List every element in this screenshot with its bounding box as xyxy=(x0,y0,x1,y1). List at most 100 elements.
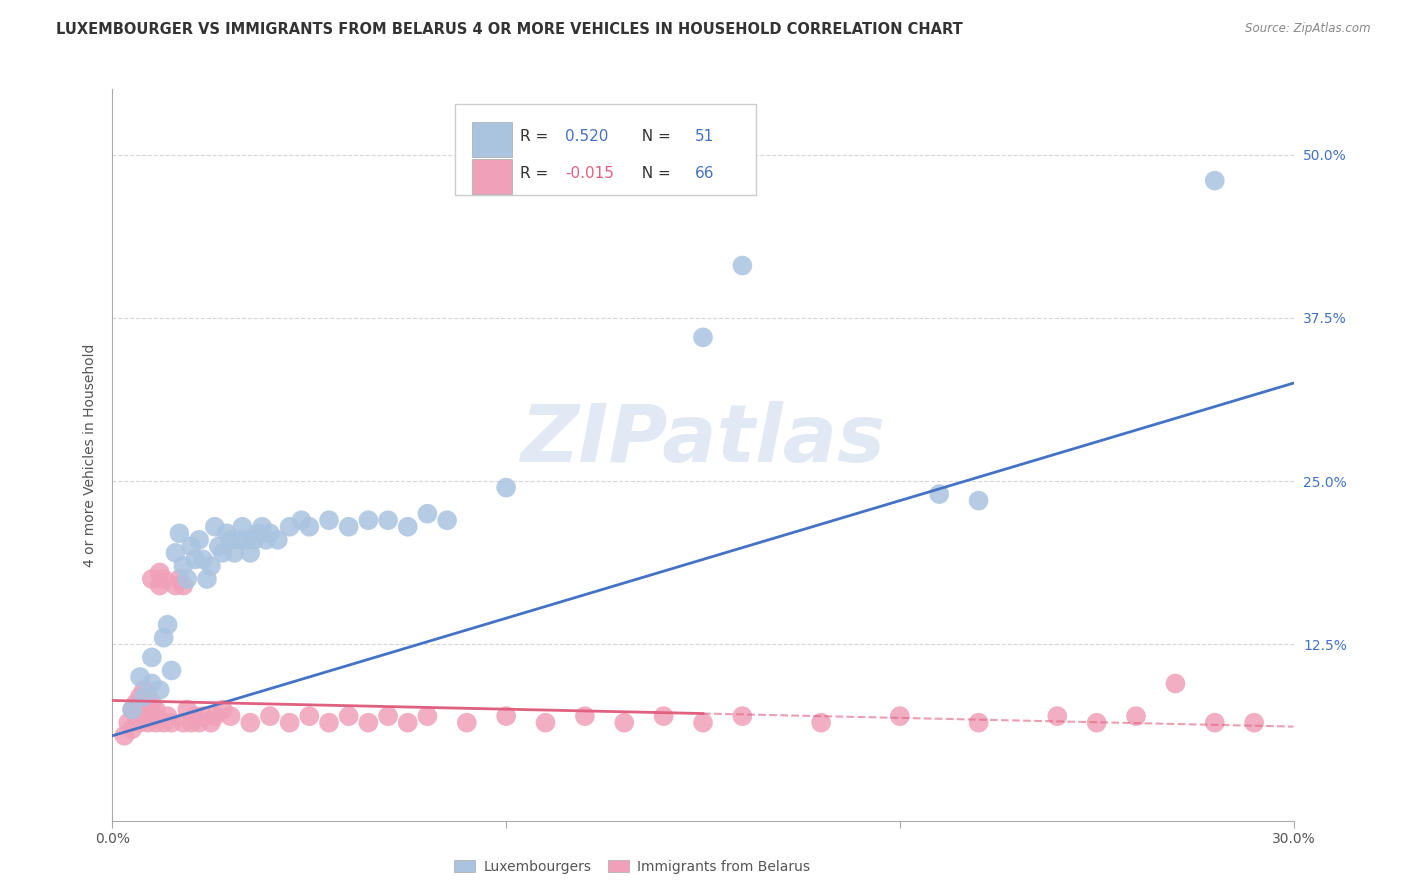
Point xyxy=(191,552,214,566)
Point xyxy=(337,520,360,534)
Point xyxy=(149,578,172,592)
Point xyxy=(121,703,143,717)
Point xyxy=(377,709,399,723)
Point xyxy=(188,715,211,730)
Point xyxy=(160,715,183,730)
Point xyxy=(534,715,557,730)
Point xyxy=(136,715,159,730)
Point xyxy=(495,481,517,495)
Point xyxy=(169,526,191,541)
Point xyxy=(298,520,321,534)
Point xyxy=(156,617,179,632)
Point xyxy=(967,715,990,730)
Point xyxy=(652,709,675,723)
Point xyxy=(136,703,159,717)
Point xyxy=(235,533,257,547)
Point xyxy=(121,723,143,737)
Point xyxy=(436,513,458,527)
Point xyxy=(731,259,754,273)
Point xyxy=(1125,709,1147,723)
Point xyxy=(211,703,233,717)
Text: 0.520: 0.520 xyxy=(565,128,609,144)
Y-axis label: 4 or more Vehicles in Household: 4 or more Vehicles in Household xyxy=(83,343,97,566)
Text: N =: N = xyxy=(633,128,676,144)
Point xyxy=(259,526,281,541)
Point xyxy=(200,715,222,730)
Point xyxy=(149,566,172,580)
Point xyxy=(731,709,754,723)
Point xyxy=(889,709,911,723)
Point xyxy=(278,520,301,534)
Point xyxy=(967,493,990,508)
Point xyxy=(211,546,233,560)
Point xyxy=(456,715,478,730)
Point xyxy=(810,715,832,730)
Point xyxy=(145,715,167,730)
Text: LUXEMBOURGER VS IMMIGRANTS FROM BELARUS 4 OR MORE VEHICLES IN HOUSEHOLD CORRELAT: LUXEMBOURGER VS IMMIGRANTS FROM BELARUS … xyxy=(56,22,963,37)
Point xyxy=(129,670,152,684)
Point xyxy=(169,572,191,586)
Point xyxy=(318,513,340,527)
Point xyxy=(141,709,163,723)
Point xyxy=(224,546,246,560)
Point xyxy=(176,703,198,717)
Point xyxy=(152,715,174,730)
Text: R =: R = xyxy=(520,166,553,180)
Point xyxy=(692,715,714,730)
Point xyxy=(132,683,155,698)
Point xyxy=(231,520,253,534)
Point xyxy=(152,572,174,586)
Point xyxy=(613,715,636,730)
Point xyxy=(1085,715,1108,730)
Point xyxy=(176,572,198,586)
Point xyxy=(152,631,174,645)
Point xyxy=(141,650,163,665)
Point xyxy=(125,709,148,723)
Point xyxy=(247,526,270,541)
Point xyxy=(208,539,231,553)
Text: ZIPatlas: ZIPatlas xyxy=(520,401,886,479)
Point xyxy=(172,558,194,573)
Point xyxy=(1243,715,1265,730)
Point xyxy=(141,572,163,586)
Point xyxy=(357,513,380,527)
Point xyxy=(129,690,152,704)
Point xyxy=(215,526,238,541)
Text: N =: N = xyxy=(633,166,676,180)
Point xyxy=(357,715,380,730)
Point xyxy=(200,558,222,573)
Point xyxy=(188,533,211,547)
Point xyxy=(112,729,135,743)
Point xyxy=(416,709,439,723)
FancyBboxPatch shape xyxy=(471,122,512,157)
Legend: Luxembourgers, Immigrants from Belarus: Luxembourgers, Immigrants from Belarus xyxy=(449,855,815,880)
Point xyxy=(692,330,714,344)
Point xyxy=(180,539,202,553)
Point xyxy=(1204,173,1226,188)
Point xyxy=(141,696,163,710)
Point xyxy=(145,703,167,717)
Point xyxy=(132,696,155,710)
Point xyxy=(121,703,143,717)
Point xyxy=(204,520,226,534)
Point xyxy=(239,546,262,560)
Point xyxy=(290,513,312,527)
Point xyxy=(298,709,321,723)
Text: R =: R = xyxy=(520,128,553,144)
Point xyxy=(165,546,187,560)
Point xyxy=(228,533,250,547)
Point xyxy=(495,709,517,723)
Point xyxy=(165,578,187,592)
Point xyxy=(172,715,194,730)
Point xyxy=(250,520,273,534)
Point xyxy=(132,690,155,704)
Point xyxy=(928,487,950,501)
Point xyxy=(396,715,419,730)
Point xyxy=(132,709,155,723)
Point xyxy=(191,709,214,723)
FancyBboxPatch shape xyxy=(456,103,756,195)
Point xyxy=(204,709,226,723)
Text: 66: 66 xyxy=(695,166,714,180)
Point xyxy=(259,709,281,723)
Point xyxy=(149,683,172,698)
